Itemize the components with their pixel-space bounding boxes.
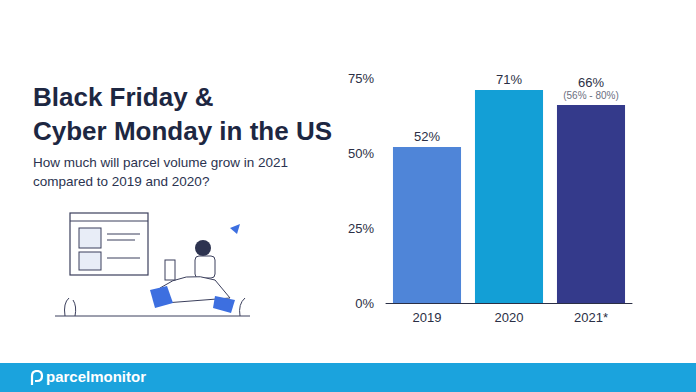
svg-text:2021*: 2021* xyxy=(574,310,608,325)
html-text:Black Friday & Cyber Monday in: Black Friday & Cyber Monday in the US xyxy=(33,82,332,146)
svg-text:75%: 75% xyxy=(348,71,374,86)
svg-text:50%: 50% xyxy=(348,146,374,161)
svg-text:52%: 52% xyxy=(414,129,440,144)
svg-text:2020: 2020 xyxy=(495,310,524,325)
svg-text:71%: 71% xyxy=(496,72,522,87)
svg-text:2019: 2019 xyxy=(413,310,442,325)
svg-text:0%: 0% xyxy=(355,296,374,311)
html-text:How much will parcel volume gr: How much will parcel volume grow in 2021… xyxy=(33,155,289,189)
svg-text:25%: 25% xyxy=(348,221,374,236)
svg-text:(56% - 80%): (56% - 80%) xyxy=(563,90,619,101)
svg-text:66%: 66% xyxy=(578,75,604,90)
html-text:parcelmonitor: parcelmonitor xyxy=(46,368,146,385)
